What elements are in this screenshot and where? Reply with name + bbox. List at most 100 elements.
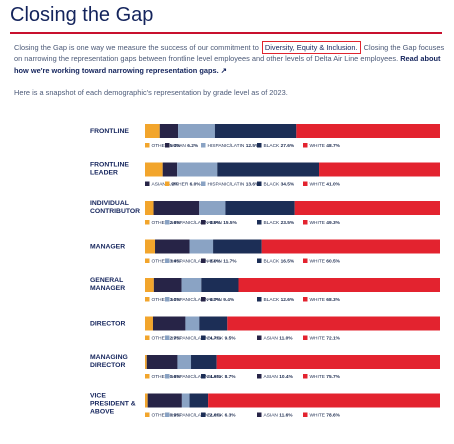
legend-label-hispanic-latin: HISPANIC/LATIN 12.5% — [208, 143, 261, 149]
legend-swatch-white — [303, 335, 308, 340]
bar-segment-white — [238, 278, 440, 292]
bar-segment-other — [145, 316, 153, 331]
legend-label-white: WHITE 72.1% — [310, 336, 341, 342]
legend-swatch-asian — [257, 374, 262, 379]
category-label: FRONTLINE LEADER — [90, 162, 129, 177]
legend-label-asian: ASIAN 11.7% — [208, 259, 238, 265]
bar-segment-hispanic-latin — [177, 355, 192, 369]
legend-label-white: WHITE 78.6% — [310, 413, 341, 419]
legend-label-hispanic-latin: HISPANIC/LATIN 13.6% — [208, 182, 261, 188]
bar-segment-other — [145, 393, 148, 408]
bar-segment-black — [217, 162, 320, 177]
legend-swatch-black — [257, 258, 262, 263]
legend-label-asian: ASIAN 6.2% — [172, 143, 199, 149]
legend-label-white: WHITE 60.5% — [310, 259, 341, 265]
legend-label-white: WHITE 68.3% — [310, 297, 341, 303]
legend-swatch-black — [257, 181, 262, 186]
legend-swatch-black — [201, 412, 206, 417]
bar-segment-white — [294, 201, 440, 215]
category-label: INDIVIDUAL CONTRIBUTOR — [90, 200, 140, 215]
legend-label-asian: ASIAN 9.4% — [208, 297, 235, 303]
legend-label-other: OTHER 5.0% — [152, 143, 182, 149]
legend-swatch-black — [201, 335, 206, 340]
legend-swatch-other — [165, 181, 170, 186]
bar-segment-white — [227, 316, 440, 331]
dei-highlight: Diversity, Equity & Inclusion. — [261, 41, 361, 54]
legend-label-black: BLACK 9.5% — [208, 336, 237, 342]
legend-swatch-white — [303, 181, 308, 186]
legend-label-asian: ASIAN 4.9% — [152, 182, 179, 188]
legend-label-asian: ASIAN 15.5% — [208, 220, 238, 226]
bar-segment-hispanic-latin — [189, 239, 214, 254]
legend-label-hispanic-latin: HISPANIC/LATIN 8.9% — [172, 220, 222, 226]
legend-label-white: WHITE 49.3% — [310, 220, 341, 226]
bar-row-manager: MANAGER OTHER 3.4%HISPANIC/LATIN 8.0%ASIA… — [90, 239, 440, 265]
category-label: MANAGER — [90, 244, 125, 251]
snapshot-text: Here is a snapshot of each demographic's… — [14, 88, 288, 97]
bar-segment-black — [214, 124, 297, 138]
bar-segment-asian — [162, 162, 178, 177]
legend-label-hispanic-latin: HISPANIC/LATIN 2.6% — [172, 413, 222, 419]
legend-swatch-black — [257, 220, 262, 225]
bar-segment-black — [201, 278, 239, 292]
page-title: Closing the Gap — [10, 4, 154, 26]
legend-swatch-asian — [165, 143, 170, 148]
legend-swatch-asian — [145, 181, 150, 186]
legend-label-other: OTHER 3.4% — [152, 259, 182, 265]
bar-segment-other — [145, 124, 160, 138]
bar-row-vice-president-above: VICE PRESIDENT & ABOVE OTHER 0.9%HISPANIC/L… — [90, 393, 440, 419]
bar-row-frontline: FRONTLINE OTHER 5.0%ASIAN 6.2% HISPANIC/LA… — [90, 124, 440, 149]
legend-label-other: OTHER 2.9% — [152, 220, 182, 226]
bar-segment-black — [191, 355, 217, 369]
legend-swatch-other — [145, 374, 150, 379]
legend-swatch-hispanic-latin — [165, 258, 170, 263]
bar-segment-black — [189, 393, 209, 408]
legend-label-hispanic-latin: HISPANIC/LATIN 4.7% — [172, 336, 222, 342]
legend-swatch-other — [145, 220, 150, 225]
bar-segment-white — [216, 355, 440, 369]
bar-segment-white — [319, 162, 440, 177]
legend-swatch-white — [303, 297, 308, 302]
bar-segment-other — [145, 201, 154, 215]
legend-swatch-asian — [201, 258, 206, 263]
bar-segment-other — [145, 278, 154, 292]
legend-label-asian: ASIAN 11.6% — [264, 413, 294, 419]
intro-text-continued: Closing the Gap focuses on narrowing the… — [14, 43, 445, 64]
legend-label-asian: ASIAN 11.0% — [264, 336, 294, 342]
bar-segment-hispanic-latin — [178, 124, 215, 138]
legend-label-black: BLACK 16.5% — [264, 259, 295, 265]
legend-swatch-asian — [201, 297, 206, 302]
representation-gaps-link[interactable]: Read about how we're working toward narr… — [14, 54, 441, 75]
legend-swatch-hispanic-latin — [165, 220, 170, 225]
bar-segment-black — [213, 239, 262, 254]
bar-segment-hispanic-latin — [199, 201, 226, 215]
legend-swatch-white — [303, 220, 308, 225]
bar-segment-white — [208, 393, 440, 408]
legend-label-black: BLACK 34.5% — [264, 182, 295, 188]
legend-label-other: OTHER 0.9% — [152, 413, 182, 419]
legend-swatch-black — [257, 143, 262, 148]
bar-segment-black — [199, 316, 228, 331]
legend-label-hispanic-latin: HISPANIC/LATIN 8.0% — [172, 259, 222, 265]
legend-label-black: BLACK 23.5% — [264, 220, 295, 226]
bar-segment-hispanic-latin — [177, 162, 218, 177]
legend-label-hispanic-latin: HISPANIC/LATIN 4.6% — [172, 374, 222, 380]
legend-swatch-black — [257, 297, 262, 302]
legend-label-black: BLACK 12.6% — [264, 297, 295, 303]
legend-label-black: BLACK 27.6% — [264, 143, 295, 149]
bar-segment-other — [145, 355, 147, 369]
legend-swatch-hispanic-latin — [201, 143, 206, 148]
bar-segment-other — [145, 239, 156, 254]
title-divider — [10, 32, 442, 34]
legend-label-other: OTHER 6.0% — [172, 182, 202, 188]
category-label: VICE PRESIDENT & ABOVE — [90, 393, 136, 416]
bar-segment-asian — [147, 393, 182, 408]
intro-text: Closing the Gap is one way we measure th… — [14, 43, 259, 52]
legend-label-white: WHITE 75.7% — [310, 374, 341, 380]
legend-swatch-other — [145, 297, 150, 302]
legend-label-black: BLACK 6.3% — [208, 413, 237, 419]
legend-label-hispanic-latin: HISPANIC/LATIN 6.7% — [172, 297, 222, 303]
legend-swatch-asian — [201, 220, 206, 225]
bar-segment-asian — [159, 124, 179, 138]
legend-swatch-white — [303, 412, 308, 417]
